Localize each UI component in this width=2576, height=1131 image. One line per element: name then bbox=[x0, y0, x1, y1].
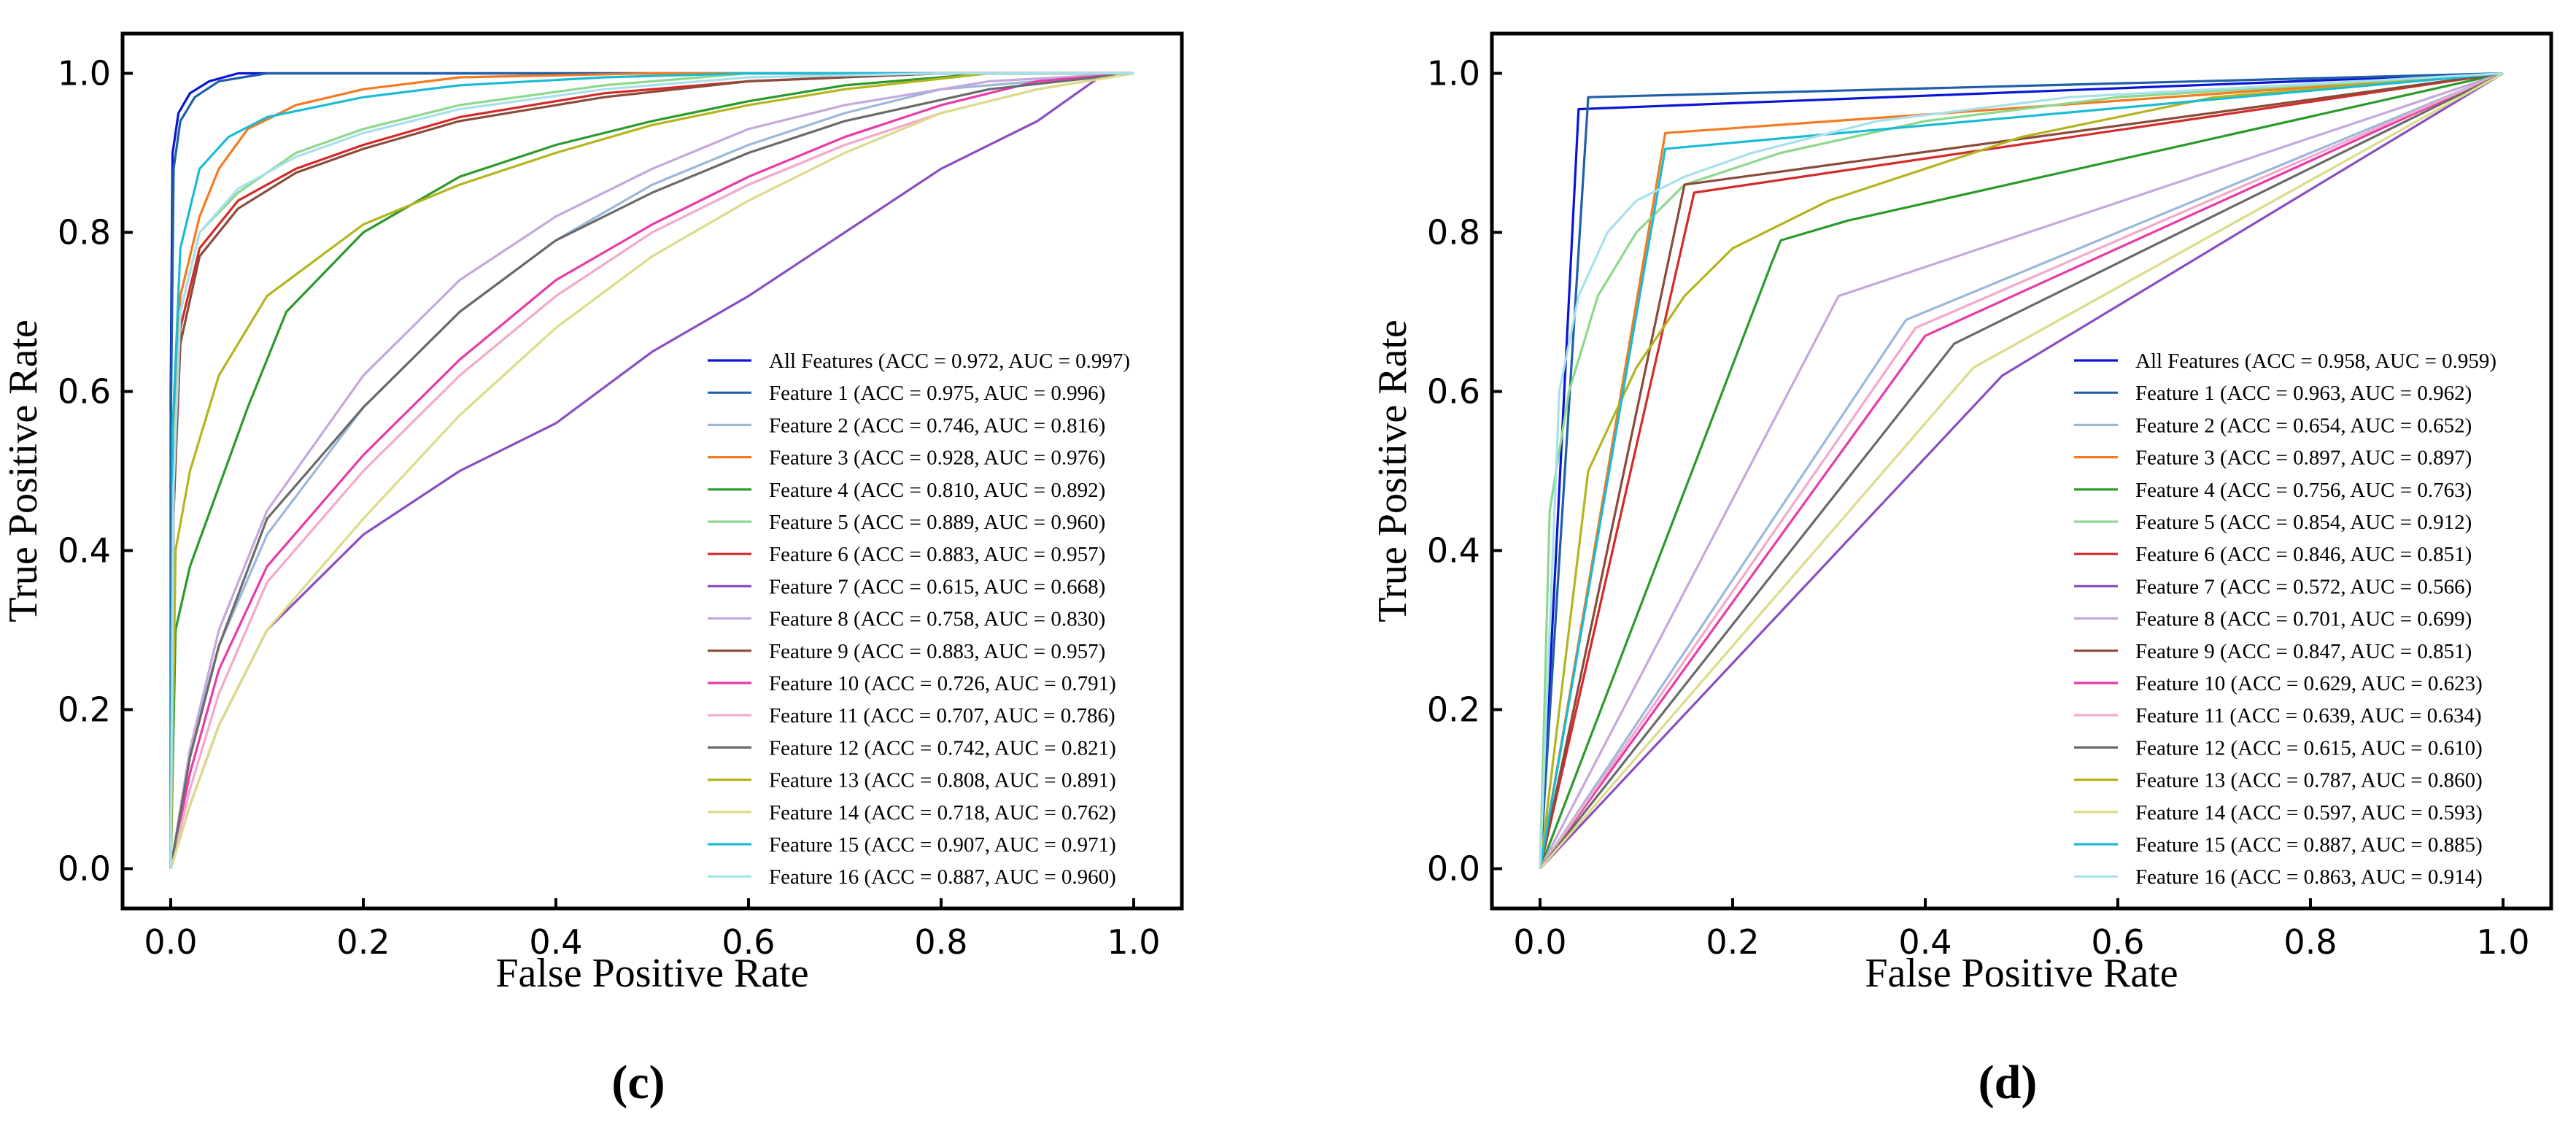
y-tick-label: 0.0 bbox=[58, 849, 111, 889]
legend-entry: Feature 6 (ACC = 0.846, AUC = 0.851) bbox=[2135, 543, 2472, 566]
panel-label: (c) bbox=[611, 1056, 665, 1109]
legend-entry: Feature 3 (ACC = 0.928, AUC = 0.976) bbox=[769, 447, 1105, 470]
legend-entry: Feature 2 (ACC = 0.746, AUC = 0.816) bbox=[769, 414, 1105, 437]
legend-entry: Feature 12 (ACC = 0.742, AUC = 0.821) bbox=[769, 736, 1116, 760]
roc-line-feature-10 bbox=[169, 72, 1134, 869]
legend-entry: Feature 11 (ACC = 0.639, AUC = 0.634) bbox=[2135, 704, 2482, 727]
roc-line-feature-12 bbox=[169, 72, 1134, 869]
x-tick-label: 0.6 bbox=[722, 922, 775, 962]
legend-entry: Feature 12 (ACC = 0.615, AUC = 0.610) bbox=[2135, 736, 2483, 760]
legend-entry: Feature 16 (ACC = 0.887, AUC = 0.960) bbox=[769, 865, 1116, 889]
legend-entry: Feature 15 (ACC = 0.907, AUC = 0.971) bbox=[769, 833, 1116, 857]
y-tick-label: 0.6 bbox=[58, 372, 111, 412]
roc-line-feature-16 bbox=[169, 72, 1134, 869]
roc-line-feature-4 bbox=[1539, 72, 2504, 870]
roc-line-feature-8 bbox=[169, 72, 1134, 869]
x-tick-label: 0.4 bbox=[1898, 922, 1952, 962]
y-tick-label: 1.0 bbox=[58, 54, 111, 93]
plot-area bbox=[169, 72, 1134, 869]
roc-line-feature-10 bbox=[1539, 72, 2504, 870]
roc-line-feature-3 bbox=[169, 72, 1134, 869]
legend: All Features (ACC = 0.958, AUC = 0.959) F… bbox=[2074, 350, 2496, 889]
x-tick-label: 1.0 bbox=[2476, 922, 2529, 962]
legend-entry: All Features (ACC = 0.972, AUC = 0.997) bbox=[769, 350, 1130, 373]
roc-line-feature-15 bbox=[169, 72, 1134, 869]
y-tick-label: 0.2 bbox=[1427, 690, 1480, 730]
plot-frame bbox=[1490, 31, 2553, 911]
legend-entry: Feature 15 (ACC = 0.887, AUC = 0.885) bbox=[2135, 833, 2483, 857]
y-tick-label: 1.0 bbox=[1427, 54, 1480, 93]
legend-entry: Feature 14 (ACC = 0.597, AUC = 0.593) bbox=[2135, 801, 2483, 825]
roc-line-feature-8 bbox=[1539, 72, 2504, 870]
x-tick-label: 0.4 bbox=[529, 922, 582, 962]
roc-line-feature-11 bbox=[1539, 72, 2504, 870]
legend-entry: Feature 2 (ACC = 0.654, AUC = 0.652) bbox=[2135, 414, 2472, 437]
legend-entry: Feature 5 (ACC = 0.889, AUC = 0.960) bbox=[769, 511, 1105, 534]
legend-entry: Feature 13 (ACC = 0.808, AUC = 0.891) bbox=[769, 769, 1116, 792]
roc-line-feature-5 bbox=[1539, 72, 2504, 869]
plot-frame bbox=[120, 31, 1184, 911]
roc-line-feature-6 bbox=[1539, 72, 2504, 869]
x-axis-title: False Positive Rate bbox=[495, 951, 808, 996]
legend-entry: Feature 4 (ACC = 0.756, AUC = 0.763) bbox=[2135, 479, 2472, 502]
legend-entry: All Features (ACC = 0.958, AUC = 0.959) bbox=[2135, 350, 2496, 373]
legend-entry: Feature 8 (ACC = 0.758, AUC = 0.830) bbox=[769, 608, 1105, 631]
legend-entry: Feature 16 (ACC = 0.863, AUC = 0.914) bbox=[2135, 865, 2483, 889]
roc-line-feature-2 bbox=[1539, 72, 2504, 870]
x-tick-label: 0.2 bbox=[1706, 922, 1759, 962]
legend-entry: Feature 7 (ACC = 0.572, AUC = 0.566) bbox=[2135, 575, 2472, 598]
x-tick-label: 0.8 bbox=[2283, 922, 2337, 962]
legend-entry: Feature 14 (ACC = 0.718, AUC = 0.762) bbox=[769, 801, 1116, 825]
roc-line-all-features bbox=[1539, 72, 2504, 869]
roc-line-feature-7 bbox=[1539, 72, 2504, 870]
y-axis-title: True Positive Rate bbox=[1370, 320, 1415, 622]
plot-area bbox=[1539, 72, 2504, 870]
x-axis-title: False Positive Rate bbox=[1865, 951, 2178, 996]
roc-line-feature-9 bbox=[1539, 72, 2504, 869]
legend-entry: Feature 10 (ACC = 0.629, AUC = 0.623) bbox=[2135, 672, 2483, 695]
roc-line-feature-14 bbox=[1539, 72, 2504, 870]
y-tick-label: 0.8 bbox=[1427, 213, 1480, 252]
y-tick-label: 0.6 bbox=[1427, 372, 1480, 412]
legend-entry: Feature 6 (ACC = 0.883, AUC = 0.957) bbox=[769, 543, 1105, 566]
legend-entry: Feature 9 (ACC = 0.847, AUC = 0.851) bbox=[2135, 640, 2472, 663]
x-tick-label: 1.0 bbox=[1107, 922, 1160, 962]
panel-label: (d) bbox=[1979, 1056, 2038, 1109]
roc-line-feature-13 bbox=[169, 72, 1134, 869]
y-tick-label: 0.8 bbox=[58, 213, 111, 252]
legend-entry: Feature 13 (ACC = 0.787, AUC = 0.860) bbox=[2135, 769, 2483, 792]
y-tick-label: 0.0 bbox=[1427, 849, 1480, 889]
x-tick-label: 0.8 bbox=[914, 922, 967, 962]
roc-panel-d: 0.0 0.2 0.4 0.6 0.8 1.0 0.0 0.2 0.4 0.6 0.8 1.0 Fals… bbox=[1370, 31, 2553, 1109]
x-tick-label: 0.0 bbox=[1513, 922, 1566, 962]
y-tick-label: 0.4 bbox=[1427, 531, 1480, 571]
legend-entry: Feature 3 (ACC = 0.897, AUC = 0.897) bbox=[2135, 447, 2472, 470]
roc-line-feature-15 bbox=[1539, 72, 2504, 869]
roc-line-feature-16 bbox=[1539, 72, 2504, 869]
legend-entry: Feature 9 (ACC = 0.883, AUC = 0.957) bbox=[769, 640, 1105, 663]
x-tick-label: 0.2 bbox=[336, 922, 390, 962]
legend-entry: Feature 1 (ACC = 0.975, AUC = 0.996) bbox=[769, 382, 1105, 405]
roc-line-feature-9 bbox=[169, 72, 1134, 869]
roc-line-feature-1 bbox=[1539, 72, 2504, 869]
legend-entry: Feature 5 (ACC = 0.854, AUC = 0.912) bbox=[2135, 511, 2472, 534]
roc-panel-c: 0.0 0.2 0.4 0.6 0.8 1.0 0.0 0.2 0.4 0.6 0.8 1.0 Fals… bbox=[1, 31, 1184, 1109]
legend-entry: Feature 11 (ACC = 0.707, AUC = 0.786) bbox=[769, 704, 1115, 727]
legend-entry: Feature 4 (ACC = 0.810, AUC = 0.892) bbox=[769, 479, 1105, 502]
legend: All Features (ACC = 0.972, AUC = 0.997) F… bbox=[708, 350, 1130, 889]
y-tick-label: 0.4 bbox=[58, 531, 111, 571]
roc-line-feature-13 bbox=[1539, 72, 2504, 869]
x-tick-label: 0.0 bbox=[144, 922, 197, 962]
x-tick-label: 0.6 bbox=[2091, 922, 2144, 962]
legend-entry: Feature 10 (ACC = 0.726, AUC = 0.791) bbox=[769, 672, 1116, 695]
roc-line-feature-14 bbox=[169, 72, 1134, 869]
legend-entry: Feature 7 (ACC = 0.615, AUC = 0.668) bbox=[769, 575, 1105, 598]
y-tick-label: 0.2 bbox=[58, 690, 111, 730]
roc-line-feature-1 bbox=[169, 72, 1134, 869]
legend-entry: Feature 8 (ACC = 0.701, AUC = 0.699) bbox=[2135, 608, 2472, 631]
roc-line-feature-12 bbox=[1539, 72, 2504, 870]
legend-entry: Feature 1 (ACC = 0.963, AUC = 0.962) bbox=[2135, 382, 2472, 405]
y-axis-title: True Positive Rate bbox=[1, 320, 46, 622]
